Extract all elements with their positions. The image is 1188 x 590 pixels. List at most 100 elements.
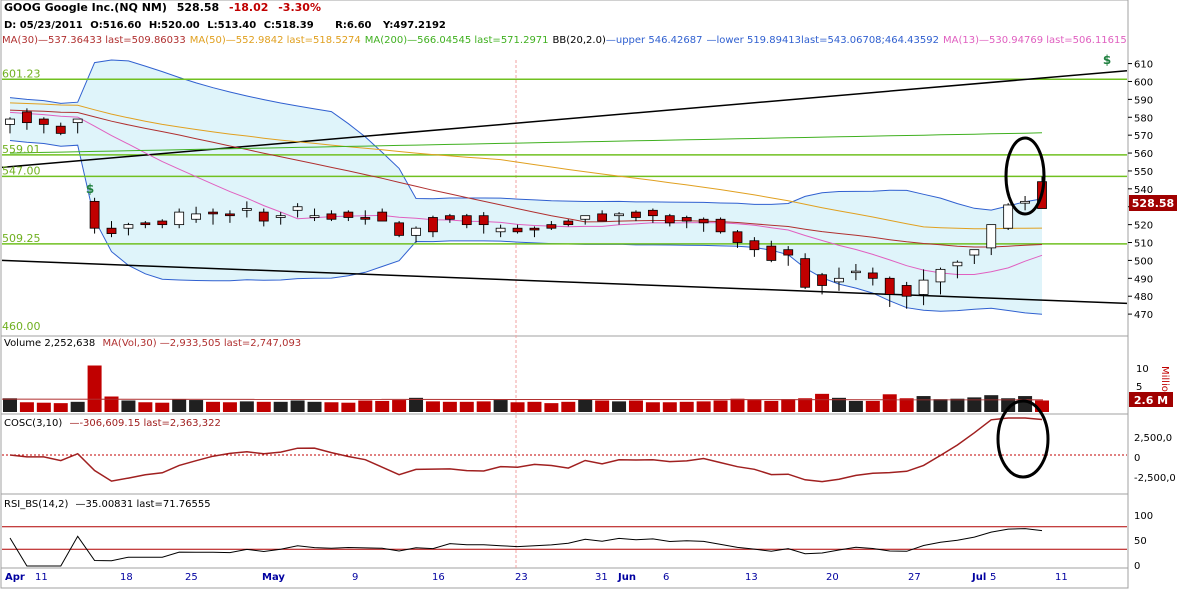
candle-body xyxy=(106,227,117,234)
x-tick-label: 11 xyxy=(35,572,48,583)
price-change-pct: -3.30% xyxy=(278,1,321,14)
candle-body xyxy=(241,208,252,211)
volume-bar xyxy=(544,403,559,412)
volume-bar xyxy=(1035,400,1049,412)
legend-item: —lower 519.89413 xyxy=(706,35,801,46)
candle-body xyxy=(817,274,827,286)
volume-bar xyxy=(764,400,779,412)
volume-bar xyxy=(358,400,373,412)
x-tick-label: 6 xyxy=(663,572,669,583)
price-tick-label: 600 xyxy=(1134,77,1153,88)
volume-bar xyxy=(104,396,119,412)
low-label: L:513.40 xyxy=(207,20,256,31)
volume-bar xyxy=(916,396,931,412)
close-label: C:518.39 xyxy=(264,20,314,31)
x-tick-label: 20 xyxy=(826,572,839,583)
high-label: H:520.00 xyxy=(149,20,200,31)
candle-body xyxy=(225,213,235,217)
candle-body xyxy=(631,211,641,218)
candle-body xyxy=(140,222,151,226)
volume-bar xyxy=(290,400,305,412)
candle-body xyxy=(191,213,201,220)
candle-body xyxy=(766,245,777,261)
volume-unit: Millions xyxy=(1159,366,1170,403)
symbol-name: GOOG Google Inc.(NQ NM) xyxy=(4,1,167,14)
price-tick-label: 510 xyxy=(1134,239,1153,250)
cosc-layer xyxy=(2,417,1127,483)
volume-bar xyxy=(747,400,762,412)
cosc-legend: COSC(3,10) —-306,609.15 last=2,363,322 xyxy=(4,418,221,429)
x-tick-label: 18 xyxy=(120,572,133,583)
level-label: 559.01 xyxy=(2,143,41,156)
ma50-line xyxy=(9,102,1043,230)
volume-bar xyxy=(899,398,914,412)
range-label: R:6.60 xyxy=(335,20,371,31)
candle-body xyxy=(174,211,185,226)
volume-bar xyxy=(713,400,728,412)
volume-bar xyxy=(307,401,322,412)
volume-bar xyxy=(155,402,170,412)
level-label: 601.23 xyxy=(2,67,41,80)
price-tick-label: 480 xyxy=(1134,292,1153,303)
legend-item: —566.04545 last=571.2971 xyxy=(407,35,548,46)
date-label: D: 05/23/2011 xyxy=(4,20,83,31)
legend-item: —530.94769 last=506.11615 xyxy=(979,35,1127,46)
x-tick-label: 9 xyxy=(352,572,358,583)
candle-body xyxy=(258,211,269,222)
volume-bar xyxy=(442,401,457,412)
ohlc-line: D: 05/23/2011 O:516.60 H:520.00 L:513.40… xyxy=(4,20,446,31)
ma200-line xyxy=(9,132,1043,154)
volume-bar xyxy=(831,397,846,412)
bollinger-upper-line xyxy=(9,59,1043,211)
candle-body xyxy=(749,240,760,251)
candle-body xyxy=(681,217,692,222)
volume-bar xyxy=(324,402,339,412)
candle-body xyxy=(5,118,15,125)
cosc-value: —-306,609.15 last=2,363,322 xyxy=(69,418,220,429)
candle-body xyxy=(495,227,506,233)
price-tick-label: 550 xyxy=(1134,167,1153,178)
volume-bar xyxy=(239,401,254,412)
x-tick-label: Apr xyxy=(5,572,25,583)
candle-body xyxy=(89,200,100,229)
y-label: Y:497.2192 xyxy=(382,20,446,31)
volume-value: Volume 2,252,638 xyxy=(4,338,95,349)
volume-bar xyxy=(628,400,643,412)
candle-body xyxy=(986,224,997,249)
volume-bar xyxy=(696,401,711,412)
x-tick-label: Jul xyxy=(971,572,986,583)
rsi-panel xyxy=(0,493,1129,569)
ma13-line xyxy=(9,111,1043,275)
price-tick-label: 570 xyxy=(1134,131,1153,142)
candle-body xyxy=(851,270,861,274)
candle-body xyxy=(360,217,371,220)
current-price-tag: 528.58 xyxy=(1132,197,1174,210)
candle-body xyxy=(563,220,574,226)
volume-bar xyxy=(561,401,576,412)
cosc-label: COSC(3,10) xyxy=(4,418,62,429)
candle-body xyxy=(597,213,608,222)
volume-bar xyxy=(222,402,237,412)
annotation-circle-cosc xyxy=(996,399,1050,479)
volume-bar xyxy=(172,399,187,412)
candle-body xyxy=(512,227,523,233)
candle-body xyxy=(834,277,844,283)
candle-body xyxy=(72,118,83,124)
volume-bar xyxy=(87,365,102,412)
x-tick-label: May xyxy=(262,572,285,583)
candle-body xyxy=(664,215,675,224)
candle-body xyxy=(411,227,421,236)
x-tick-label: 13 xyxy=(745,572,758,583)
volume-bar xyxy=(273,401,288,412)
rsi-tick-0: 0 xyxy=(1134,561,1140,572)
candle-body xyxy=(529,227,540,231)
candle-body xyxy=(732,231,743,243)
volume-bar xyxy=(848,400,863,412)
volume-bar xyxy=(425,401,440,412)
volume-bar xyxy=(1001,398,1016,412)
candle-body xyxy=(478,215,489,226)
volume-bar xyxy=(679,401,694,412)
candle-body xyxy=(428,217,438,233)
x-axis: Apr 11 18 25 May 9 16 23 31 Jun 6 13 20 27 Jul 5 11 xyxy=(5,572,1068,583)
candle-body xyxy=(292,206,303,211)
